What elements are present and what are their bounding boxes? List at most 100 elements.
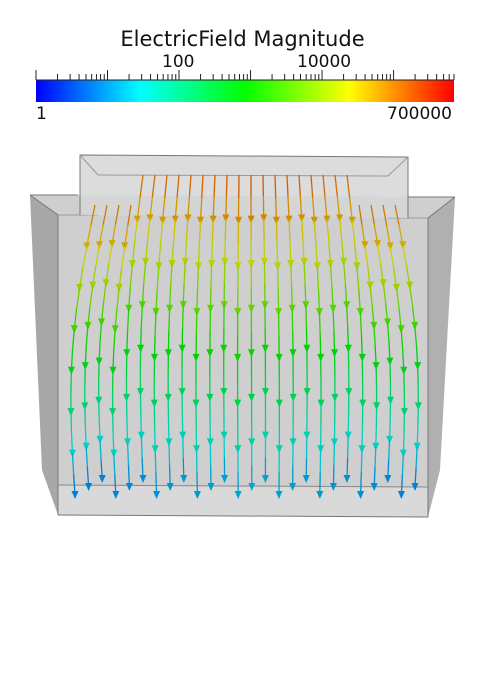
field-arrow-glyph	[411, 483, 419, 491]
streamline-segment	[116, 287, 120, 309]
streamline-segment	[196, 266, 200, 290]
streamline-segment	[181, 305, 184, 328]
streamline-segment	[183, 261, 186, 284]
field-arrow-glyph	[397, 491, 405, 499]
streamline-segment	[403, 370, 405, 392]
field-arrow-glyph	[343, 475, 351, 483]
streamline-segment	[102, 283, 107, 303]
streamline-segment	[172, 219, 176, 242]
streamline-segment	[276, 266, 279, 290]
field-arrow-glyph	[221, 475, 229, 483]
colorbar-title: ElectricField Magnitude	[120, 27, 365, 51]
streamline-segment	[374, 446, 377, 467]
streamline-segment	[95, 245, 101, 266]
streamline-segment	[290, 264, 293, 287]
streamline-segment	[415, 446, 418, 467]
field-arrow-glyph	[384, 475, 392, 483]
streamline-segment	[356, 266, 360, 290]
streamline-segment	[140, 435, 143, 458]
streamline-segment	[126, 442, 130, 465]
streamline-segment	[143, 261, 147, 284]
streamline-segment	[129, 264, 134, 287]
streamline-segment	[75, 287, 81, 309]
streamline-segment	[134, 219, 138, 242]
streamline-segment	[154, 312, 157, 336]
box-bottom-face	[58, 485, 428, 517]
streamline-segment	[213, 174, 216, 198]
field-arrow-glyph	[153, 491, 161, 499]
streamline-segment	[154, 449, 157, 473]
streamline-segment	[332, 308, 335, 332]
streamline-segment	[370, 204, 375, 225]
field-arrow-glyph	[112, 491, 120, 499]
streamline-segment	[326, 219, 330, 242]
streamline-segment	[382, 283, 387, 303]
field-arrow-glyph	[261, 475, 269, 483]
streamline-segment	[298, 174, 302, 197]
streamline-segment	[402, 245, 408, 266]
inner-box-left-edge	[79, 154, 99, 176]
streamline-segment	[389, 246, 395, 268]
field-arrow-glyph	[166, 483, 174, 491]
streamline-segment	[71, 329, 75, 351]
streamline-segment	[211, 219, 214, 242]
colorbar	[36, 80, 454, 102]
field-arrow-glyph	[207, 483, 215, 491]
streamline-segment	[71, 453, 75, 475]
streamline-segment	[364, 245, 369, 266]
streamline-segment	[170, 264, 173, 287]
streamlines	[67, 174, 422, 499]
streamline-segment	[99, 322, 103, 343]
streamline-segment	[322, 174, 326, 198]
streamline-segment	[82, 246, 88, 268]
streamline-segment	[224, 218, 227, 241]
streamline-segment	[288, 219, 291, 242]
streamline-segment	[301, 218, 304, 241]
streamline-segment	[386, 322, 390, 343]
inner-box	[79, 154, 409, 218]
field-arrow-glyph	[139, 475, 147, 483]
field-arrow-glyph	[275, 491, 283, 499]
streamline-segment	[373, 325, 376, 347]
streamline-segment	[198, 220, 202, 244]
colorbar-tick-label-100: 100	[162, 52, 195, 72]
field-arrow-glyph	[193, 491, 201, 499]
streamline-segment	[343, 261, 346, 284]
field-arrow-glyph	[85, 483, 93, 491]
streamline-segment	[394, 204, 400, 226]
field-arrow-glyph	[302, 475, 310, 483]
streamline-segment	[108, 244, 113, 264]
streamline-segment	[303, 261, 306, 284]
streamline-segment	[275, 220, 278, 244]
streamline-segment	[185, 218, 189, 241]
streamline-segment	[318, 312, 321, 336]
streamline-segment	[159, 220, 164, 244]
streamline-segment	[338, 218, 343, 241]
inner-box-right-edge	[387, 156, 409, 177]
streamline-segment	[376, 244, 382, 264]
field-arrow-glyph	[329, 483, 337, 491]
streamline-segment	[102, 204, 108, 226]
streamline-segment	[84, 406, 87, 427]
streamline-segment	[409, 285, 414, 306]
field-arrow-glyph	[289, 483, 297, 491]
streamline-segment	[310, 174, 314, 198]
streamline-segment	[225, 174, 228, 197]
streamline-segment	[346, 435, 349, 458]
streamline-segment	[70, 370, 73, 392]
field-arrow-glyph	[357, 491, 365, 499]
streamline-segment	[274, 174, 277, 198]
streamline-segment	[346, 305, 349, 328]
streamline-segment	[151, 174, 156, 197]
box-right-face	[428, 197, 455, 517]
streamline-segment	[85, 325, 89, 347]
streamline-segment	[316, 266, 320, 290]
streamline-segment	[358, 204, 363, 226]
inner-box-outline	[79, 154, 409, 218]
streamline-segment	[188, 174, 192, 197]
box-edge-bottom-back	[57, 484, 429, 488]
streamline-segment	[89, 285, 94, 306]
box-edge-bottom-front	[57, 514, 429, 518]
streamline-segment	[417, 366, 419, 387]
